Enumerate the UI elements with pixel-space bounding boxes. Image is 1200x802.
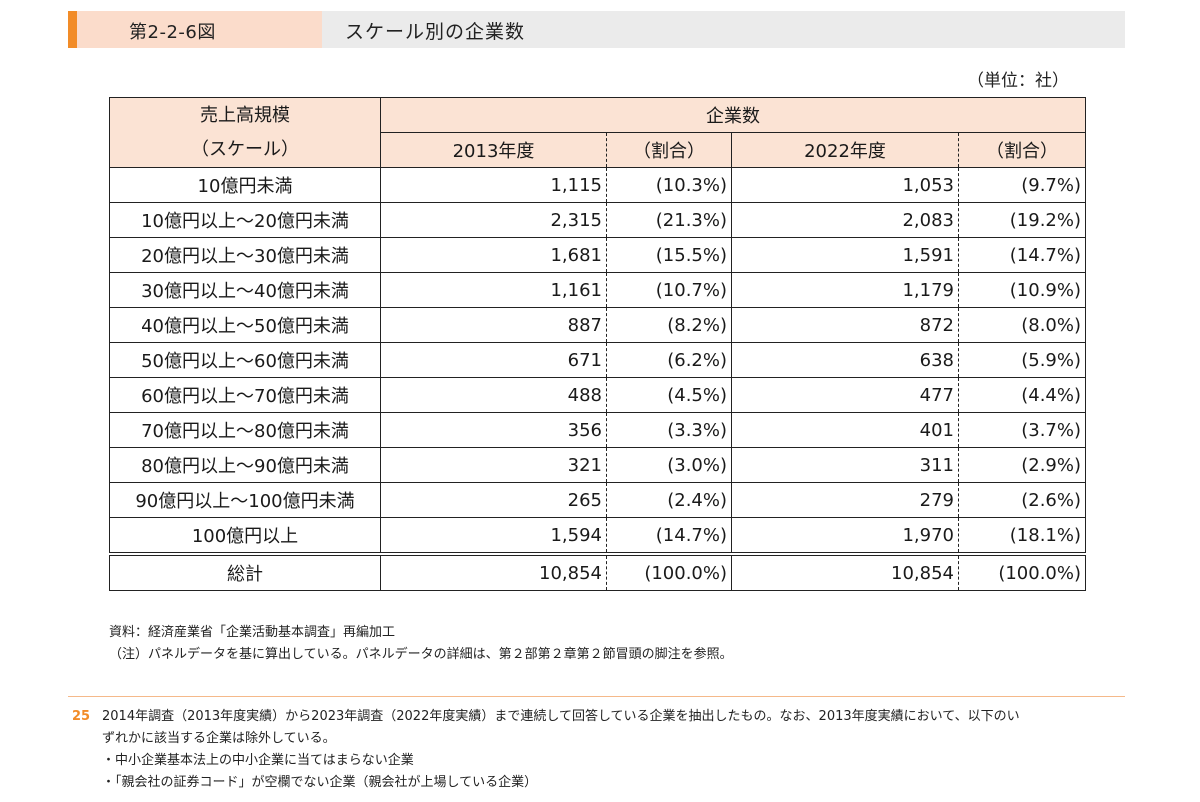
footnote: 25 2014年調査（2013年度実績）から2023年調査（2022年度実績）ま…: [72, 706, 1122, 794]
ratio-2022-cell: (14.7%): [958, 237, 1086, 273]
count-2013-cell: 1,681: [380, 237, 607, 273]
ratio-2022-cell: (5.9%): [958, 342, 1086, 378]
ratio-2013-cell: (6.2%): [606, 342, 732, 378]
row-label: 10億円未満: [109, 167, 381, 203]
ratio-2013-cell: (10.7%): [606, 272, 732, 308]
col-header-ratio-2022: （割合）: [958, 132, 1086, 168]
count-2022-cell: 638: [731, 342, 959, 378]
figure-header: 第2-2-6図 スケール別の企業数: [68, 11, 1125, 48]
row-label: 90億円以上～100億円未満: [109, 482, 381, 518]
footnote-line1: 2014年調査（2013年度実績）から2023年調査（2022年度実績）まで連続…: [102, 709, 1020, 724]
table-row: 100億円以上 1,594 (14.7%) 1,970 (18.1%): [109, 517, 1086, 555]
count-2013-cell: 10,854: [380, 552, 607, 591]
table-row: 70億円以上～80億円未満 356 (3.3%) 401 (3.7%): [109, 412, 1086, 448]
ratio-2013-cell: (15.5%): [606, 237, 732, 273]
figure-number: 第2-2-6図: [129, 22, 216, 43]
col-header-ratio-2013: （割合）: [606, 132, 732, 168]
count-2013-cell: 265: [380, 482, 607, 518]
count-2022-cell: 1,053: [731, 167, 959, 203]
count-2022-cell: 279: [731, 482, 959, 518]
source-note: 資料：経済産業省「企業活動基本調査」再編加工: [109, 625, 396, 640]
ratio-2022-cell: (100.0%): [958, 552, 1086, 591]
ratio-2022-cell: (2.9%): [958, 447, 1086, 483]
footnote-line2: ずれかに該当する企業は除外している。: [102, 731, 336, 746]
ratio-2013-cell: (100.0%): [606, 552, 732, 591]
table-row: 10億円未満 1,115 (10.3%) 1,053 (9.7%): [109, 167, 1086, 203]
ratio-2022-cell: (19.2%): [958, 202, 1086, 238]
col-header-2022: 2022年度: [731, 132, 959, 168]
ratio-2013-cell: (3.3%): [606, 412, 732, 448]
row-label: 70億円以上～80億円未満: [109, 412, 381, 448]
row-header: 売上高規模 （スケール）: [109, 97, 381, 168]
count-2013-cell: 1,161: [380, 272, 607, 308]
row-label: 40億円以上～50億円未満: [109, 307, 381, 343]
scale-table: 売上高規模 （スケール） 企業数 2013年度 （割合） 2022年度 （割合）…: [109, 97, 1086, 591]
count-2013-cell: 321: [380, 447, 607, 483]
footnote-number: 25: [72, 709, 91, 724]
ratio-2022-cell: (10.9%): [958, 272, 1086, 308]
table-row: 50億円以上～60億円未満 671 (6.2%) 638 (5.9%): [109, 342, 1086, 378]
figure-header-accent: [68, 11, 77, 48]
table-row: 60億円以上～70億円未満 488 (4.5%) 477 (4.4%): [109, 377, 1086, 413]
count-2022-cell: 10,854: [731, 552, 959, 591]
footnote-bullet1: ・中小企業基本法上の中小企業に当てはまらない企業: [102, 753, 414, 768]
ratio-2013-cell: (10.3%): [606, 167, 732, 203]
figure-number-box: 第2-2-6図: [77, 11, 322, 48]
ratio-2022-cell: (3.7%): [958, 412, 1086, 448]
annotation-note: （注）パネルデータを基に算出している。パネルデータの詳細は、第２部第２章第２節冒…: [109, 647, 733, 662]
row-label: 60億円以上～70億円未満: [109, 377, 381, 413]
total-label: 総計: [109, 552, 381, 591]
col-header-2013: 2013年度: [380, 132, 607, 168]
total-row: 総計 10,854 (100.0%) 10,854 (100.0%): [109, 552, 1086, 591]
footnote-divider: [68, 696, 1125, 697]
row-header-line1: 売上高規模: [200, 104, 290, 126]
count-2022-cell: 872: [731, 307, 959, 343]
count-2022-cell: 2,083: [731, 202, 959, 238]
ratio-2022-cell: (18.1%): [958, 517, 1086, 555]
count-2013-cell: 887: [380, 307, 607, 343]
unit-label: （単位：社）: [967, 71, 1069, 91]
count-2022-cell: 401: [731, 412, 959, 448]
table-row: 10億円以上～20億円未満 2,315 (21.3%) 2,083 (19.2%): [109, 202, 1086, 238]
count-2013-cell: 356: [380, 412, 607, 448]
row-label: 100億円以上: [109, 517, 381, 555]
ratio-2022-cell: (2.6%): [958, 482, 1086, 518]
table-row: 30億円以上～40億円未満 1,161 (10.7%) 1,179 (10.9%): [109, 272, 1086, 308]
count-2022-cell: 1,179: [731, 272, 959, 308]
count-2013-cell: 2,315: [380, 202, 607, 238]
count-2013-cell: 1,115: [380, 167, 607, 203]
figure-title: スケール別の企業数: [345, 21, 526, 43]
row-label: 80億円以上～90億円未満: [109, 447, 381, 483]
count-2022-cell: 1,591: [731, 237, 959, 273]
ratio-2022-cell: (4.4%): [958, 377, 1086, 413]
footnote-body: 2014年調査（2013年度実績）から2023年調査（2022年度実績）まで連続…: [102, 706, 1122, 794]
count-2013-cell: 671: [380, 342, 607, 378]
count-2022-cell: 477: [731, 377, 959, 413]
notes: 資料：経済産業省「企業活動基本調査」再編加工 （注）パネルデータを基に算出してい…: [109, 622, 733, 666]
row-label: 10億円以上～20億円未満: [109, 202, 381, 238]
ratio-2013-cell: (2.4%): [606, 482, 732, 518]
row-label: 50億円以上～60億円未満: [109, 342, 381, 378]
count-2013-cell: 488: [380, 377, 607, 413]
ratio-2013-cell: (14.7%): [606, 517, 732, 555]
footnote-bullet2: ・「親会社の証券コード」が空欄でない企業（親会社が上場している企業）: [102, 775, 538, 790]
table-row: 40億円以上～50億円未満 887 (8.2%) 872 (8.0%): [109, 307, 1086, 343]
row-label: 30億円以上～40億円未満: [109, 272, 381, 308]
row-label: 20億円以上～30億円未満: [109, 237, 381, 273]
ratio-2022-cell: (8.0%): [958, 307, 1086, 343]
table-row: 90億円以上～100億円未満 265 (2.4%) 279 (2.6%): [109, 482, 1086, 518]
table-row: 80億円以上～90億円未満 321 (3.0%) 311 (2.9%): [109, 447, 1086, 483]
count-2022-cell: 311: [731, 447, 959, 483]
ratio-2013-cell: (3.0%): [606, 447, 732, 483]
ratio-2013-cell: (21.3%): [606, 202, 732, 238]
table-row: 20億円以上～30億円未満 1,681 (15.5%) 1,591 (14.7%): [109, 237, 1086, 273]
group-header: 企業数: [380, 97, 1086, 133]
row-header-line2: （スケール）: [191, 138, 299, 160]
ratio-2013-cell: (4.5%): [606, 377, 732, 413]
ratio-2022-cell: (9.7%): [958, 167, 1086, 203]
count-2013-cell: 1,594: [380, 517, 607, 555]
ratio-2013-cell: (8.2%): [606, 307, 732, 343]
count-2022-cell: 1,970: [731, 517, 959, 555]
